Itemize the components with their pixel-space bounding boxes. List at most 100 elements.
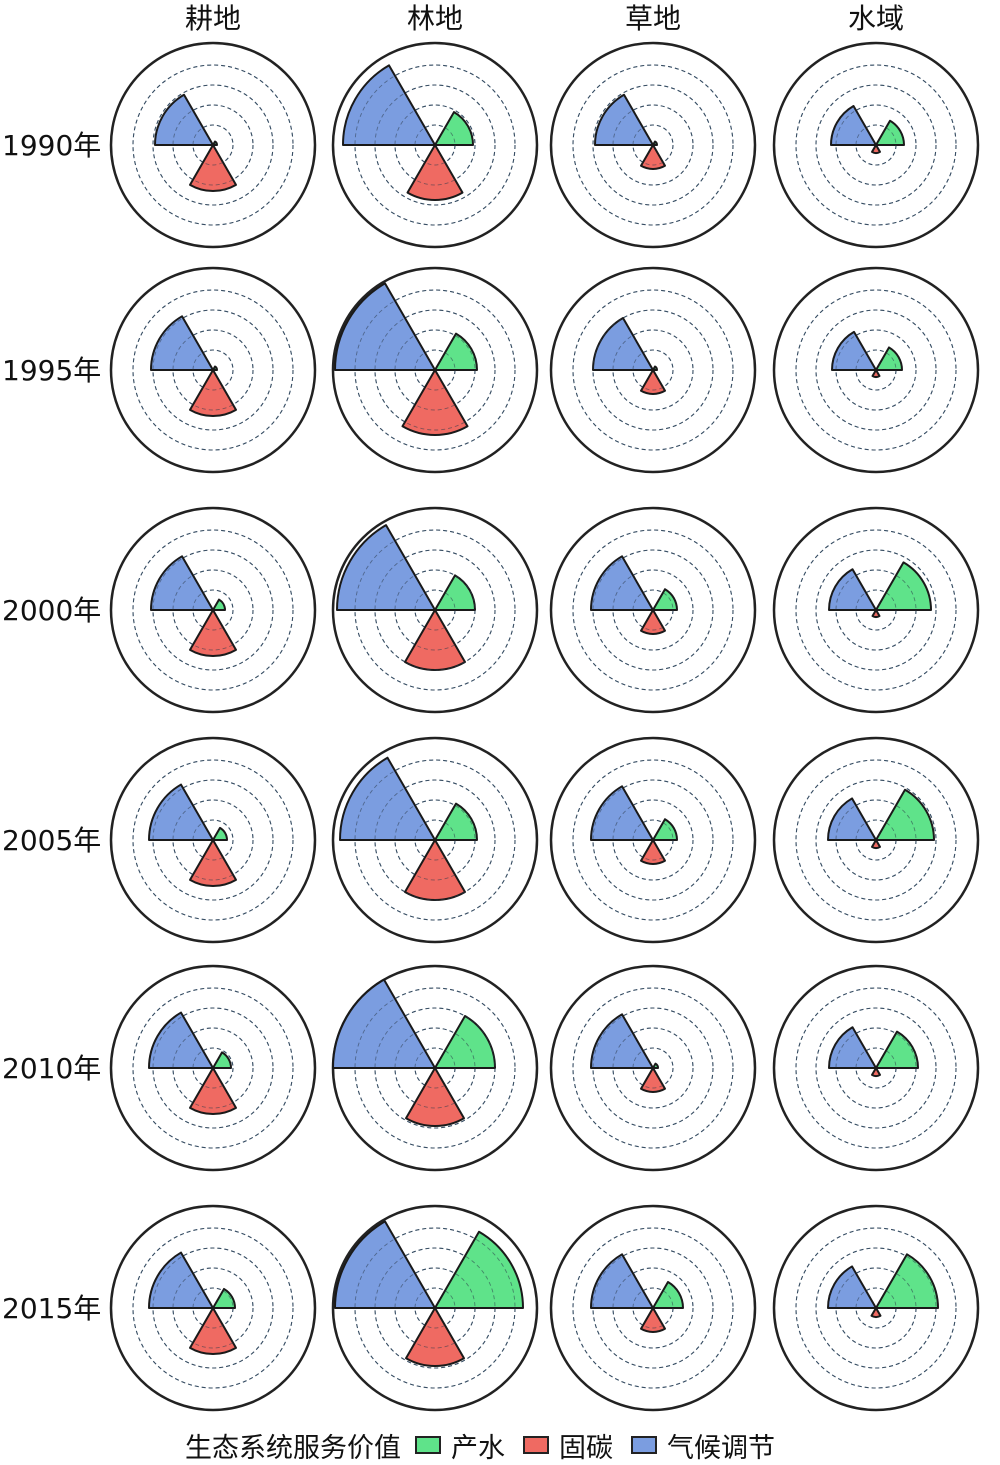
legend-swatch-carbon bbox=[523, 1436, 549, 1454]
sector-carbon bbox=[871, 609, 881, 618]
sector-water-yield bbox=[434, 802, 478, 841]
polar-grid-ring-overlay bbox=[815, 1007, 937, 1129]
polar-grid-ring-overlay bbox=[572, 64, 734, 226]
polar-grid-ring-overlay bbox=[152, 1247, 274, 1369]
polar-grid-ring-overlay bbox=[632, 349, 674, 391]
column-label: 水域 bbox=[848, 2, 904, 35]
sector-water-yield bbox=[212, 365, 218, 371]
polar-grid-ring-overlay bbox=[414, 349, 456, 391]
sector-water-yield bbox=[652, 140, 658, 146]
legend-label-climate: 气候调节 bbox=[667, 1432, 775, 1464]
polar-grid-ring-overlay bbox=[172, 329, 254, 411]
polar-grid-ring-overlay bbox=[414, 124, 456, 166]
polar-grid-ring-overlay bbox=[414, 1287, 456, 1329]
sector-climate bbox=[339, 756, 436, 841]
polar-grid-ring-overlay bbox=[795, 529, 957, 691]
row-label: 2015年 bbox=[2, 1292, 101, 1325]
polar-grid-ring-overlay bbox=[572, 529, 734, 691]
polar-grid-ring-overlay bbox=[172, 104, 254, 186]
sector-carbon bbox=[406, 144, 464, 201]
legend: 生态系统服务价值 产水 固碳 气候调节 bbox=[185, 1426, 793, 1465]
polar-grid-ring-overlay bbox=[172, 569, 254, 651]
sector-water-yield bbox=[212, 1051, 232, 1069]
polar-grid-ring-overlay bbox=[354, 64, 516, 226]
polar-grid-ring-overlay bbox=[172, 1267, 254, 1349]
polar-grid-ring-overlay bbox=[835, 329, 917, 411]
polar-grid-ring-overlay bbox=[394, 569, 476, 651]
sector-carbon bbox=[871, 1067, 881, 1077]
sector-carbon bbox=[871, 839, 881, 849]
sector-climate bbox=[590, 555, 654, 611]
column-label: 林地 bbox=[407, 2, 463, 35]
sector-water-yield bbox=[212, 598, 226, 611]
row-label: 2000年 bbox=[2, 594, 101, 627]
sector-climate bbox=[148, 1011, 214, 1069]
sector-water-yield bbox=[212, 826, 228, 841]
polar-grid-ring-overlay bbox=[354, 289, 516, 451]
row-label: 2005年 bbox=[2, 824, 101, 857]
legend-item-water-yield: 产水 bbox=[415, 1426, 505, 1465]
sector-carbon bbox=[640, 144, 666, 170]
polar-grid-ring-overlay bbox=[835, 569, 917, 651]
sector-climate bbox=[827, 797, 877, 841]
sector-carbon bbox=[640, 1067, 666, 1093]
sector-climate bbox=[828, 1026, 877, 1069]
sector-climate bbox=[150, 555, 214, 611]
sector-carbon bbox=[640, 839, 666, 865]
polar-grid-ring-overlay bbox=[394, 1027, 476, 1109]
polar-grid-ring-overlay bbox=[394, 104, 476, 186]
polar-grid-ring-overlay bbox=[855, 349, 897, 391]
polar-grid-ring-overlay bbox=[632, 124, 674, 166]
sector-carbon bbox=[871, 369, 881, 378]
polar-grid-ring-overlay bbox=[374, 309, 496, 431]
polar-grid-ring-overlay bbox=[192, 589, 234, 631]
polar-grid-ring-overlay bbox=[192, 124, 234, 166]
sector-climate bbox=[342, 64, 436, 146]
polar-grid-ring-overlay bbox=[152, 1007, 274, 1129]
polar-grid-ring-overlay bbox=[414, 819, 456, 861]
sector-water-yield bbox=[875, 119, 905, 146]
sector-water-yield bbox=[875, 561, 932, 611]
sector-carbon bbox=[189, 369, 237, 417]
sector-carbon bbox=[405, 1307, 465, 1367]
polar-grid-ring-overlay bbox=[152, 309, 274, 431]
legend-swatch-water-yield bbox=[415, 1436, 441, 1454]
polar-grid-ring-overlay bbox=[374, 549, 496, 671]
sector-climate bbox=[148, 783, 214, 841]
polar-grid-ring-overlay bbox=[632, 1047, 674, 1089]
sector-water-yield bbox=[652, 1281, 684, 1309]
polar-grid-ring-overlay bbox=[795, 987, 957, 1149]
polar-grid-ring-overlay bbox=[414, 589, 456, 631]
row-label: 2010年 bbox=[2, 1052, 101, 1085]
sector-carbon bbox=[189, 144, 237, 192]
polar-grid-ring-overlay bbox=[612, 1267, 694, 1349]
polar-grid-ring-overlay bbox=[354, 987, 516, 1149]
legend-title: 生态系统服务价值 bbox=[185, 1432, 401, 1464]
sector-carbon bbox=[189, 1307, 237, 1355]
sector-water-yield bbox=[434, 574, 476, 611]
sector-climate bbox=[154, 93, 214, 146]
polar-grid-ring-overlay bbox=[612, 329, 694, 411]
sector-climate bbox=[827, 1265, 877, 1309]
polar-grid-ring-overlay bbox=[855, 819, 897, 861]
legend-label-water-yield: 产水 bbox=[451, 1432, 505, 1464]
legend-swatch-climate bbox=[631, 1436, 657, 1454]
row-label: 1995年 bbox=[2, 354, 101, 387]
polar-grid-ring-overlay bbox=[612, 1027, 694, 1109]
polar-grid-ring-overlay bbox=[132, 1227, 294, 1389]
polar-grid-ring-overlay bbox=[835, 104, 917, 186]
polar-grid-ring-overlay bbox=[172, 799, 254, 881]
sector-carbon bbox=[640, 1307, 666, 1333]
polar-grid-ring-overlay bbox=[572, 987, 734, 1149]
polar-grid-ring-overlay bbox=[855, 124, 897, 166]
polar-grid-ring-overlay bbox=[354, 759, 516, 921]
sector-water-yield bbox=[434, 111, 474, 146]
polar-grid-ring-overlay bbox=[612, 799, 694, 881]
polar-grid-ring-overlay bbox=[572, 289, 734, 451]
sector-climate bbox=[336, 524, 436, 611]
sector-climate bbox=[830, 105, 877, 146]
polar-grid-ring-overlay bbox=[592, 1007, 714, 1129]
polar-grid-ring-overlay bbox=[815, 84, 937, 206]
legend-item-carbon: 固碳 bbox=[523, 1426, 613, 1465]
